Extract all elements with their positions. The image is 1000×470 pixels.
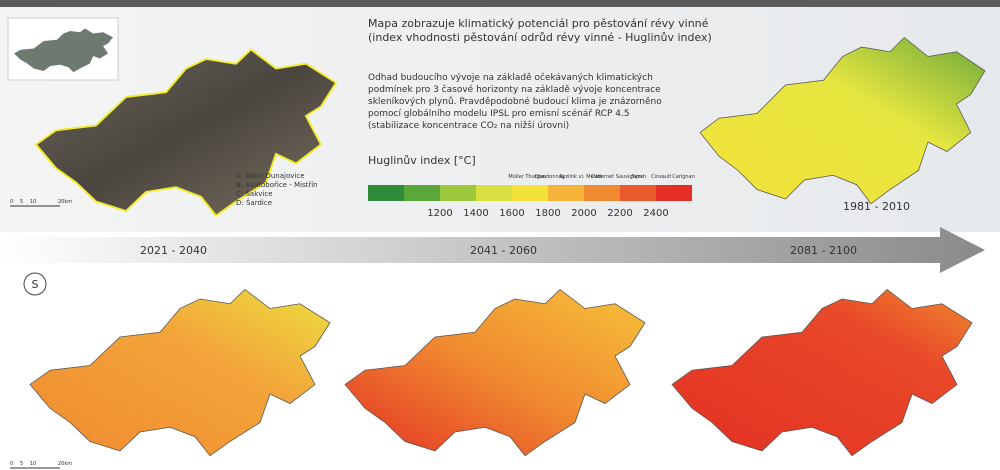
legend-tick: 1600 bbox=[499, 208, 524, 219]
description-text: skleníkových plynů. Pravděpodobné budouc… bbox=[368, 96, 662, 107]
variety-label: Syrah bbox=[632, 174, 646, 180]
legend-tick: 2000 bbox=[571, 208, 596, 219]
legend-swatch bbox=[440, 185, 476, 201]
compass-label: S bbox=[32, 278, 39, 291]
legend-tick: 1800 bbox=[535, 208, 560, 219]
variety-label: Chardonnay bbox=[534, 174, 564, 180]
top-strip bbox=[0, 0, 1000, 7]
variety-label: Ryzlink vl. bbox=[559, 174, 585, 180]
variety-label: Müller Thurgau bbox=[508, 174, 546, 180]
map-2021-2040 bbox=[29, 289, 331, 457]
description-text: Odhad budoucího vývoje na základě očekáv… bbox=[368, 72, 653, 83]
period-label: 1981 - 2010 bbox=[843, 200, 910, 213]
description-text: (stabilizace koncentrace CO₂ na nižší úr… bbox=[368, 120, 569, 131]
description-text: podmínek pro 3 časové horizonty na zákla… bbox=[368, 84, 661, 95]
period-label: 2021 - 2040 bbox=[140, 244, 207, 257]
legend-swatch bbox=[512, 185, 548, 201]
description-title: Mapa zobrazuje klimatický potenciál pro … bbox=[368, 17, 709, 30]
legend-tick: 1200 bbox=[427, 208, 452, 219]
legend-title: Huglinův index [°C] bbox=[368, 154, 476, 167]
legend-swatch bbox=[548, 185, 584, 201]
map-2041-2060 bbox=[344, 289, 646, 457]
scale-label: 5 bbox=[20, 199, 23, 205]
scale-label: 0 bbox=[10, 461, 13, 467]
scale-label: 10 bbox=[30, 199, 36, 205]
legend-swatch bbox=[404, 185, 440, 201]
legend-swatch bbox=[368, 185, 404, 201]
variety-label: Cabernet Sauvignon bbox=[591, 174, 642, 180]
scale-label: 5 bbox=[20, 461, 23, 467]
site-label: C: Šakvice bbox=[236, 189, 273, 198]
compass bbox=[23, 272, 47, 296]
legend-tick: 2200 bbox=[607, 208, 632, 219]
period-label: 2041 - 2060 bbox=[470, 244, 537, 257]
legend-swatch bbox=[476, 185, 512, 201]
variety-label: Carignan bbox=[672, 174, 695, 180]
legend-swatch bbox=[584, 185, 620, 201]
legend-swatch bbox=[656, 185, 692, 201]
description-title: (index vhodnosti pěstování odrůd révy vi… bbox=[368, 31, 712, 44]
legend-tick: 2400 bbox=[643, 208, 668, 219]
variety-label: Merlot bbox=[586, 174, 602, 180]
site-label: D: Šardice bbox=[236, 198, 272, 207]
scale-label: 20km bbox=[58, 461, 72, 467]
scale-label: 20km bbox=[58, 199, 72, 205]
scale-label: 10 bbox=[30, 461, 36, 467]
variety-label: Cinsault bbox=[651, 174, 671, 180]
legend-tick: 1400 bbox=[463, 208, 488, 219]
site-label: B: Svatobořice - Mistřín bbox=[236, 181, 318, 189]
time-arrow bbox=[0, 227, 985, 273]
legend-swatch bbox=[620, 185, 656, 201]
description-text: pomocí globálního modelu IPSL pro emisní… bbox=[368, 108, 630, 119]
period-label: 2081 - 2100 bbox=[790, 244, 857, 257]
site-label: A: Dolní Dunajovice bbox=[236, 172, 305, 180]
map-2081-2100 bbox=[671, 289, 973, 457]
scale-label: 0 bbox=[10, 199, 13, 205]
